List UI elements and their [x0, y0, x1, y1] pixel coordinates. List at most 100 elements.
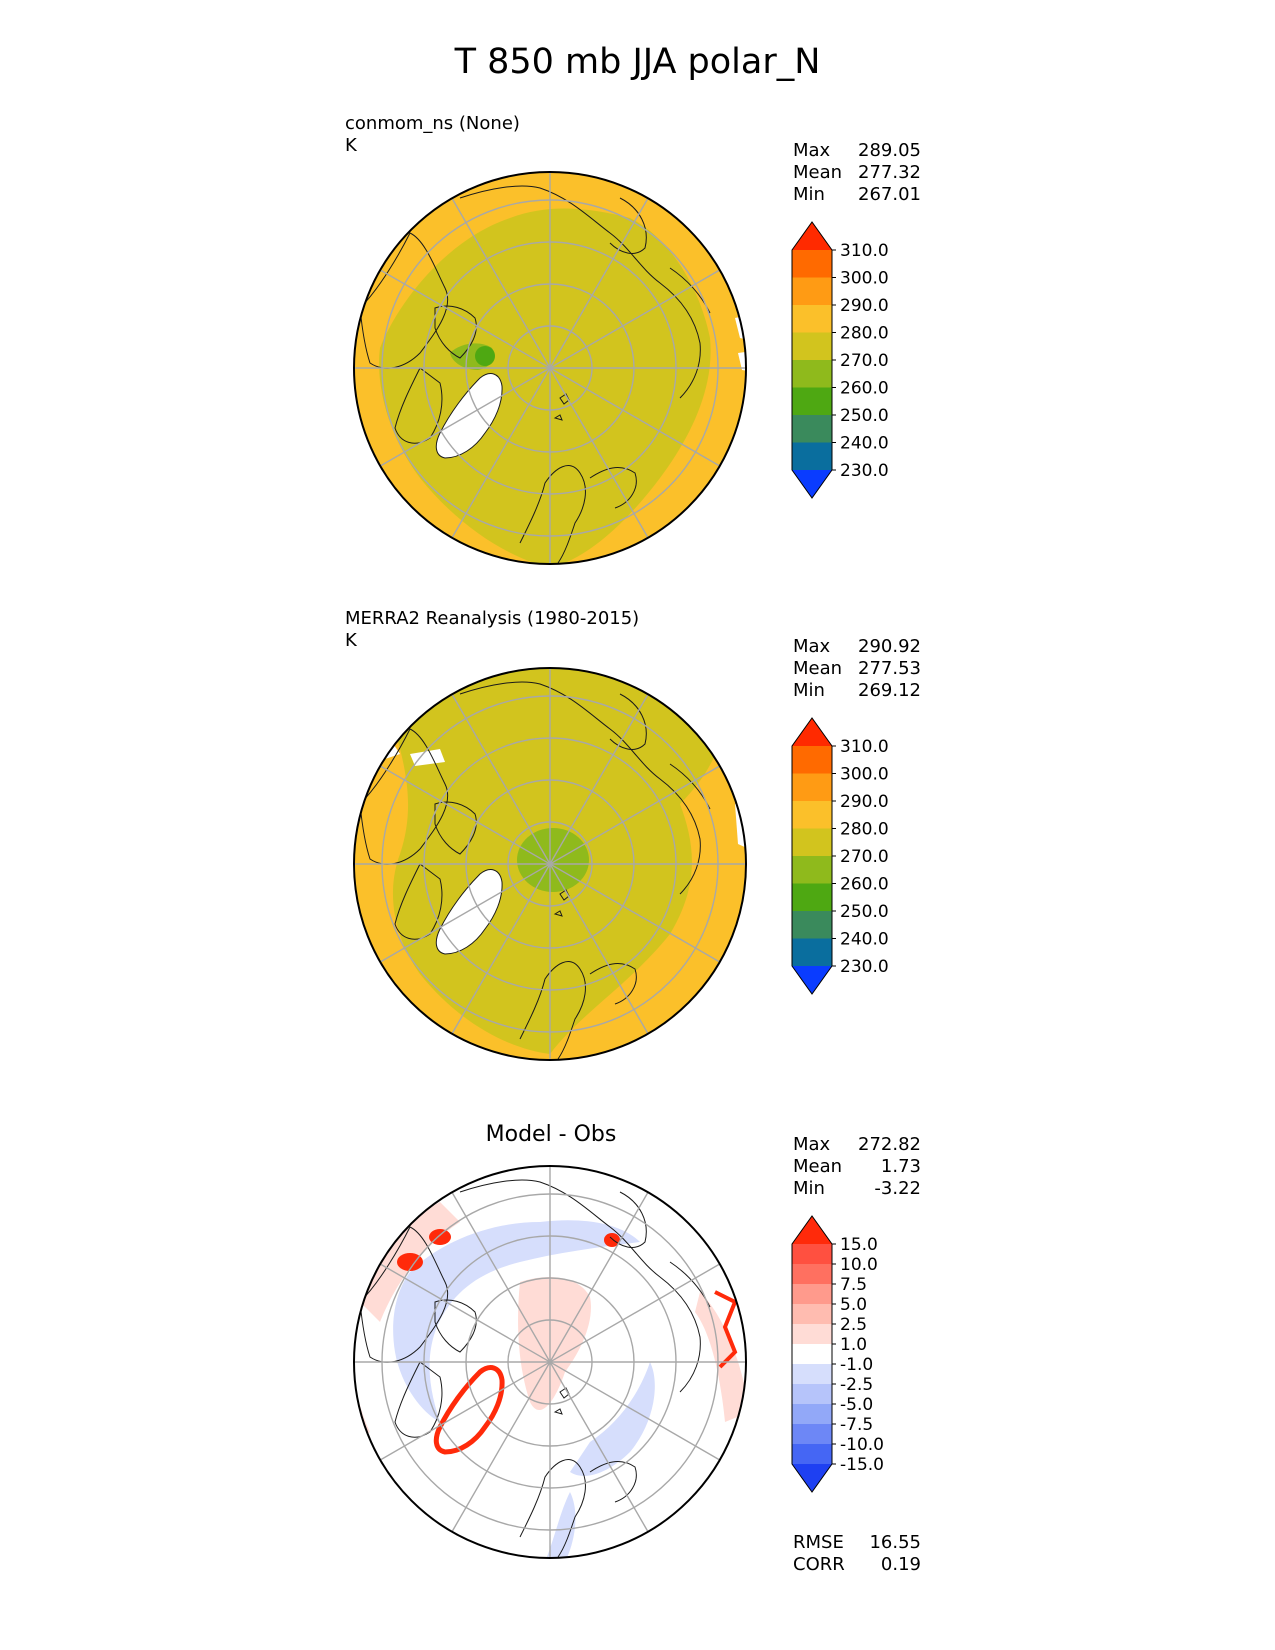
colorbar-tick-label: 5.0	[840, 1295, 867, 1315]
coastline-segment	[459, 681, 701, 895]
colorbar-segment	[792, 1364, 832, 1385]
colorbar-tick-label: 1.0	[840, 1335, 867, 1355]
panel-2-stats: Max 290.92 Mean 277.53 Min 269.12	[793, 636, 921, 702]
stat-max: Max 290.92	[793, 636, 921, 657]
colorbar-tick-label: 2.5	[840, 1315, 867, 1335]
stat-mean: Mean 1.73	[793, 1156, 921, 1177]
greenland-group	[435, 869, 503, 955]
meridian-line	[379, 269, 721, 467]
colorbar-tick-label: 270.0	[840, 847, 889, 867]
coastline-segment	[434, 801, 477, 855]
panel-1-title: conmom_ns (None)	[345, 113, 520, 134]
colorbar-tick-label: 260.0	[840, 875, 889, 895]
colorbar-segment	[792, 773, 832, 802]
metric-rmse: RMSE 16.55	[793, 1532, 921, 1553]
graticule	[354, 172, 746, 564]
polar-map-model	[353, 171, 747, 565]
colorbar-segment	[792, 883, 832, 912]
colorbar-cap-top	[792, 1216, 832, 1244]
panel-1-stats: Max 289.05 Mean 277.32 Min 267.01	[793, 140, 921, 206]
colorbar-tick-label: 290.0	[840, 296, 889, 316]
graticule	[354, 1166, 746, 1558]
coastline-segment	[609, 693, 647, 750]
colorbar-segment	[792, 305, 832, 333]
colorbar-segment	[792, 1384, 832, 1405]
coastline-segment	[359, 728, 449, 865]
colorbar-tick-label: 280.0	[840, 324, 889, 344]
field-pos-small	[518, 1277, 591, 1411]
field-pos-large	[354, 1242, 379, 1262]
coastline-segment	[394, 863, 443, 940]
stat-max: Max 272.82	[793, 1134, 921, 1155]
polar-map-obs	[353, 667, 747, 1061]
stat-mean: Mean 277.53	[793, 658, 921, 679]
missing-data	[738, 350, 746, 373]
colorbar-tick-label: 290.0	[840, 792, 889, 812]
panel-2-title: MERRA2 Reanalysis (1980-2015)	[345, 608, 640, 629]
field-pos-large	[397, 1253, 423, 1271]
coastline-segment	[553, 414, 563, 421]
coastline-segment	[459, 185, 701, 399]
coastline-segment	[394, 1361, 443, 1438]
colorbar-tick-label: 250.0	[840, 902, 889, 922]
panel-3-title: Model - Obs	[485, 1122, 617, 1147]
coastline-segment	[553, 1408, 563, 1415]
meridian-line	[379, 1263, 721, 1461]
figure-title: T 850 mb JJA polar_N	[454, 42, 821, 82]
colorbar-tick-label: -15.0	[840, 1455, 884, 1475]
panel-3-metrics: RMSE 16.55 CORR 0.19	[793, 1532, 921, 1576]
colorbar-segment	[792, 856, 832, 884]
colorbar-cap-top	[792, 718, 832, 746]
field-pos-large	[429, 1229, 451, 1245]
map-border	[353, 171, 747, 565]
coastline-segment	[394, 367, 443, 444]
colorbar-segment	[792, 746, 832, 774]
field-pos-small	[695, 1292, 746, 1422]
colorbar-segment	[792, 1344, 832, 1365]
stat-min: Min 267.01	[793, 184, 921, 205]
colorbar-segment	[792, 1324, 832, 1345]
colorbar-tick-label: 15.0	[840, 1235, 878, 1255]
colorbar-tick-label: 10.0	[840, 1255, 878, 1275]
colorbar-tick-label: 240.0	[840, 434, 889, 454]
colorbar-cap-bottom	[792, 966, 832, 994]
stat-max: Max 289.05	[793, 140, 921, 161]
field-neg-small	[545, 1492, 576, 1558]
colorbar-segment	[792, 277, 832, 306]
meridian-line	[379, 765, 721, 963]
greenland-land	[435, 373, 503, 459]
metric-corr: CORR 0.19	[793, 1554, 921, 1575]
coastline-segment	[609, 197, 647, 254]
colorbar-segment	[792, 250, 832, 278]
colorbar-tick-label: 230.0	[840, 957, 889, 977]
colorbar-tick-label: 300.0	[840, 269, 889, 289]
coastline-segment	[359, 232, 449, 369]
colorbar-tick-label: 310.0	[840, 241, 889, 261]
stat-min: Min 269.12	[793, 680, 921, 701]
colorbar-model: 310.0 300.0 290.0 280.0 270.0 260.0 250.0 240.0…	[791, 221, 889, 499]
coastline-segment	[359, 1226, 449, 1363]
colorbar-segment	[792, 1264, 832, 1285]
missing-data	[410, 749, 445, 766]
polar-map-diff	[353, 1165, 747, 1559]
colorbar-segment	[792, 1444, 832, 1465]
coastline-segment	[434, 1299, 477, 1353]
colorbar-segment	[792, 1404, 832, 1425]
colorbar-tick-label: 230.0	[840, 461, 889, 481]
coastline-segment	[609, 1191, 647, 1248]
field-pos-large	[604, 1233, 620, 1247]
graticule	[354, 668, 746, 1060]
coastline-segment	[434, 305, 477, 359]
field-270-280	[379, 208, 711, 564]
colorbar-diff: 15.010.07.55.02.51.0-1.0-2.5-5.0-7.5-10.…	[791, 1215, 884, 1493]
stat-min: Min -3.22	[793, 1178, 921, 1199]
colorbar-tick-label: 250.0	[840, 406, 889, 426]
colorbar-tick-label: 240.0	[840, 930, 889, 950]
field-250-260	[475, 346, 495, 366]
panel-3-stats: Max 272.82 Mean 1.73 Min -3.22	[793, 1134, 921, 1200]
missing-data	[354, 253, 362, 276]
colorbar-segment	[792, 801, 832, 829]
colorbar-tick-label: 7.5	[840, 1275, 867, 1295]
colorbar-tick-label: -10.0	[840, 1435, 884, 1455]
coastline-segment	[553, 910, 563, 917]
